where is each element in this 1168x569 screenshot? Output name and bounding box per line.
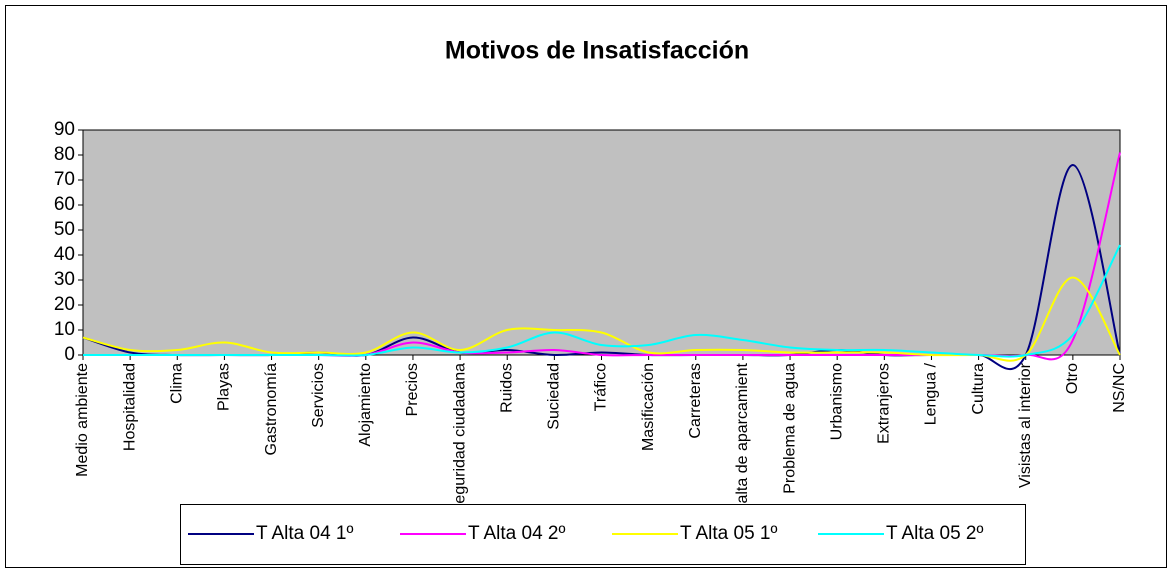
- y-tick-label: 20: [54, 294, 75, 315]
- x-tick-label: Falta de aparcamient: [734, 362, 751, 513]
- x-tick-label: Medio ambiente: [74, 363, 91, 477]
- y-tick-label: 60: [54, 194, 75, 215]
- x-tick-label: Otro: [1064, 363, 1081, 394]
- x-tick-label: Problema de agua: [781, 363, 798, 494]
- x-tick-label: Clima: [168, 363, 185, 404]
- x-tick-label: Seguridad ciudadana: [451, 363, 468, 514]
- x-tick-label: Ruidos: [498, 363, 515, 413]
- x-tick-label: Visistas al interior: [1017, 362, 1034, 488]
- x-tick-label: Masificación: [640, 363, 657, 451]
- legend-label: T Alta 04 1º: [256, 523, 353, 544]
- series-line: [83, 244, 1121, 358]
- y-tick-label: 80: [54, 144, 75, 165]
- x-tick-label: Urbanismo: [828, 363, 845, 440]
- x-tick-label: Cultura: [970, 363, 987, 415]
- y-tick-label: 90: [54, 119, 75, 140]
- legend-box: [180, 504, 1026, 565]
- legend-label: T Alta 05 1º: [680, 523, 777, 544]
- x-tick-label: Extranjeros: [876, 363, 893, 444]
- y-tick-label: 30: [54, 269, 75, 290]
- x-tick-label: Playas: [216, 363, 233, 411]
- legend-label: T Alta 05 2º: [886, 523, 983, 544]
- x-tick-label: Alojamiento: [357, 363, 374, 447]
- x-tick-label: Servicios: [310, 363, 327, 428]
- x-tick-label: Hospitalidad: [121, 363, 138, 451]
- x-tick-label: Gastronomía: [263, 363, 280, 456]
- y-tick-label: 50: [54, 219, 75, 240]
- x-tick-label: NS/NC: [1111, 363, 1128, 413]
- y-tick-label: 10: [54, 319, 75, 340]
- x-tick-label: Precios: [404, 363, 421, 416]
- y-tick-label: 70: [54, 169, 75, 190]
- x-tick-label: Suciedad: [546, 363, 563, 430]
- y-tick-label: 40: [54, 244, 75, 265]
- x-tick-label: Carreteras: [687, 363, 704, 439]
- plot-area: [82, 129, 1121, 356]
- x-tick-label: Tráfico: [593, 363, 610, 411]
- legend-label: T Alta 04 2º: [468, 523, 565, 544]
- x-tick-label: Lengua /: [923, 362, 940, 425]
- y-tick-label: 0: [64, 344, 75, 365]
- chart-title: Motivos de Insatisfacción: [445, 37, 749, 65]
